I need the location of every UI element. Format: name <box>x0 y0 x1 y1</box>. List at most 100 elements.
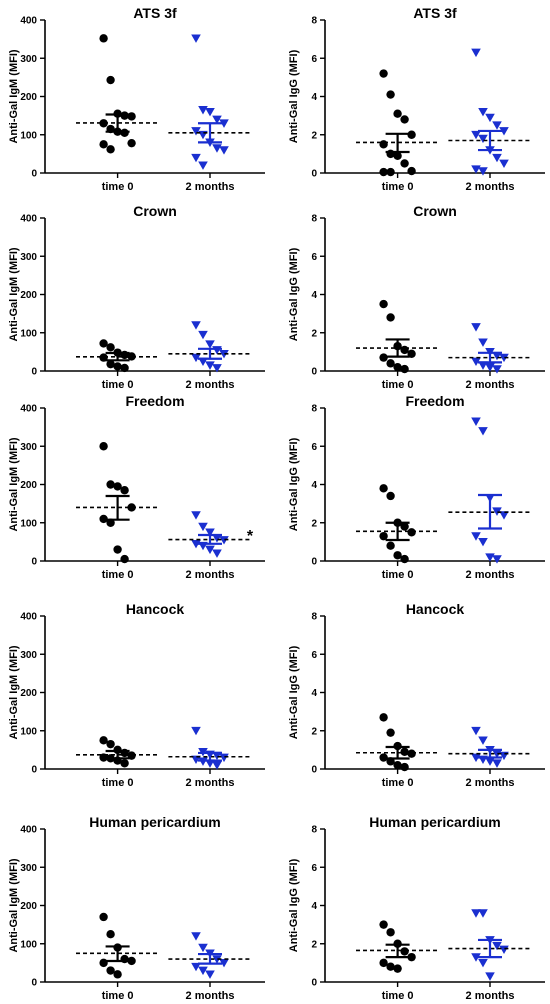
data-point <box>219 119 229 128</box>
y-tick-label: 0 <box>31 978 37 989</box>
y-tick-label: 2 <box>311 518 317 529</box>
data-point <box>198 943 208 953</box>
data-point <box>407 749 416 758</box>
y-tick-label: 400 <box>20 214 37 225</box>
data-point <box>379 958 388 968</box>
series <box>76 442 160 564</box>
data-point <box>393 760 402 770</box>
y-tick-label: 200 <box>20 92 37 103</box>
data-point <box>478 909 488 918</box>
data-point <box>492 555 502 564</box>
data-point <box>120 128 129 138</box>
series <box>76 736 160 768</box>
y-axis-label: Anti-Gal IgG (MFI) <box>288 49 300 143</box>
data-point <box>106 739 115 749</box>
data-point <box>407 952 416 962</box>
data-point <box>400 522 409 531</box>
x-tick-label: time 0 <box>102 569 134 581</box>
data-point <box>471 48 481 58</box>
x-tick-label: 2 months <box>466 990 515 1002</box>
series <box>168 321 252 373</box>
x-tick-label: 2 months <box>186 990 235 1002</box>
x-tick-label: time 0 <box>382 569 414 581</box>
y-tick-label: 4 <box>311 480 317 491</box>
x-tick-label: time 0 <box>382 181 414 193</box>
y-tick-label: 400 <box>20 825 37 836</box>
y-tick-label: 100 <box>20 130 37 141</box>
series <box>448 48 532 176</box>
data-point <box>379 69 388 78</box>
data-point <box>492 153 502 163</box>
x-tick-label: 2 months <box>466 777 515 789</box>
y-tick-label: 2 <box>311 130 317 141</box>
data-point <box>212 955 222 964</box>
data-point <box>106 75 115 85</box>
x-tick-label: 2 months <box>186 181 235 193</box>
y-axis-label: Anti-Gal IgM (MFI) <box>8 437 20 531</box>
data-point <box>99 514 108 524</box>
data-point <box>379 531 388 541</box>
series <box>448 909 532 981</box>
data-point <box>113 970 122 979</box>
data-point <box>198 522 208 532</box>
data-point <box>99 140 108 149</box>
y-tick-label: 400 <box>20 612 37 623</box>
data-point <box>379 140 388 149</box>
data-point <box>191 962 201 972</box>
series <box>168 511 252 558</box>
data-point <box>205 545 215 555</box>
series <box>168 932 252 979</box>
y-tick-label: 6 <box>311 54 317 65</box>
y-tick-label: 400 <box>20 404 37 415</box>
chart-panel: 0 100 200 300 400 time 0 2 months Human pericar… <box>8 814 265 1002</box>
chart-panel: 0 100 200 300 400 time 0 2 months Freedom Anti-G… <box>8 393 265 581</box>
data-point <box>485 972 495 981</box>
data-point <box>386 90 395 99</box>
y-tick-label: 300 <box>20 863 37 874</box>
series <box>76 34 160 154</box>
data-point <box>499 511 509 520</box>
data-point <box>205 970 215 979</box>
data-point <box>106 145 115 154</box>
data-point <box>379 920 388 929</box>
panel-title: Freedom <box>405 393 464 409</box>
data-point <box>205 340 215 349</box>
data-point <box>191 127 201 136</box>
data-point <box>499 353 509 363</box>
data-point <box>198 161 208 170</box>
data-point <box>212 549 222 558</box>
significance-marker: * <box>247 528 254 545</box>
x-tick-label: 2 months <box>466 181 515 193</box>
y-tick-label: 8 <box>311 612 317 623</box>
y-axis-label: Anti-Gal IgG (MFI) <box>288 247 300 341</box>
x-tick-label: time 0 <box>102 379 134 391</box>
y-tick-label: 0 <box>31 367 37 378</box>
x-tick-label: 2 months <box>186 777 235 789</box>
y-tick-label: 0 <box>311 169 317 180</box>
y-tick-label: 4 <box>311 901 317 912</box>
data-point <box>393 362 402 372</box>
data-point <box>120 759 129 768</box>
data-point <box>386 359 395 368</box>
y-tick-label: 8 <box>311 214 317 225</box>
y-axis-label: Anti-Gal IgM (MFI) <box>8 645 20 739</box>
chart-panel: 0 2 4 6 8 time 0 2 months ATS 3f Anti-Gal IgG (M… <box>288 5 545 193</box>
panel-title: Hancock <box>406 601 465 617</box>
series <box>356 920 440 973</box>
data-point <box>219 959 229 968</box>
x-tick-label: 2 months <box>186 569 235 581</box>
series <box>168 726 252 770</box>
data-point <box>471 357 481 366</box>
data-point <box>127 956 136 966</box>
data-point <box>212 144 222 153</box>
y-tick-label: 100 <box>20 328 37 339</box>
data-point <box>191 932 201 941</box>
x-tick-label: time 0 <box>102 990 134 1002</box>
data-point <box>379 713 388 722</box>
y-tick-label: 4 <box>311 92 317 103</box>
series <box>448 323 532 374</box>
data-point <box>205 107 215 117</box>
data-point <box>99 34 108 43</box>
data-point <box>106 343 115 352</box>
data-point <box>127 352 136 361</box>
